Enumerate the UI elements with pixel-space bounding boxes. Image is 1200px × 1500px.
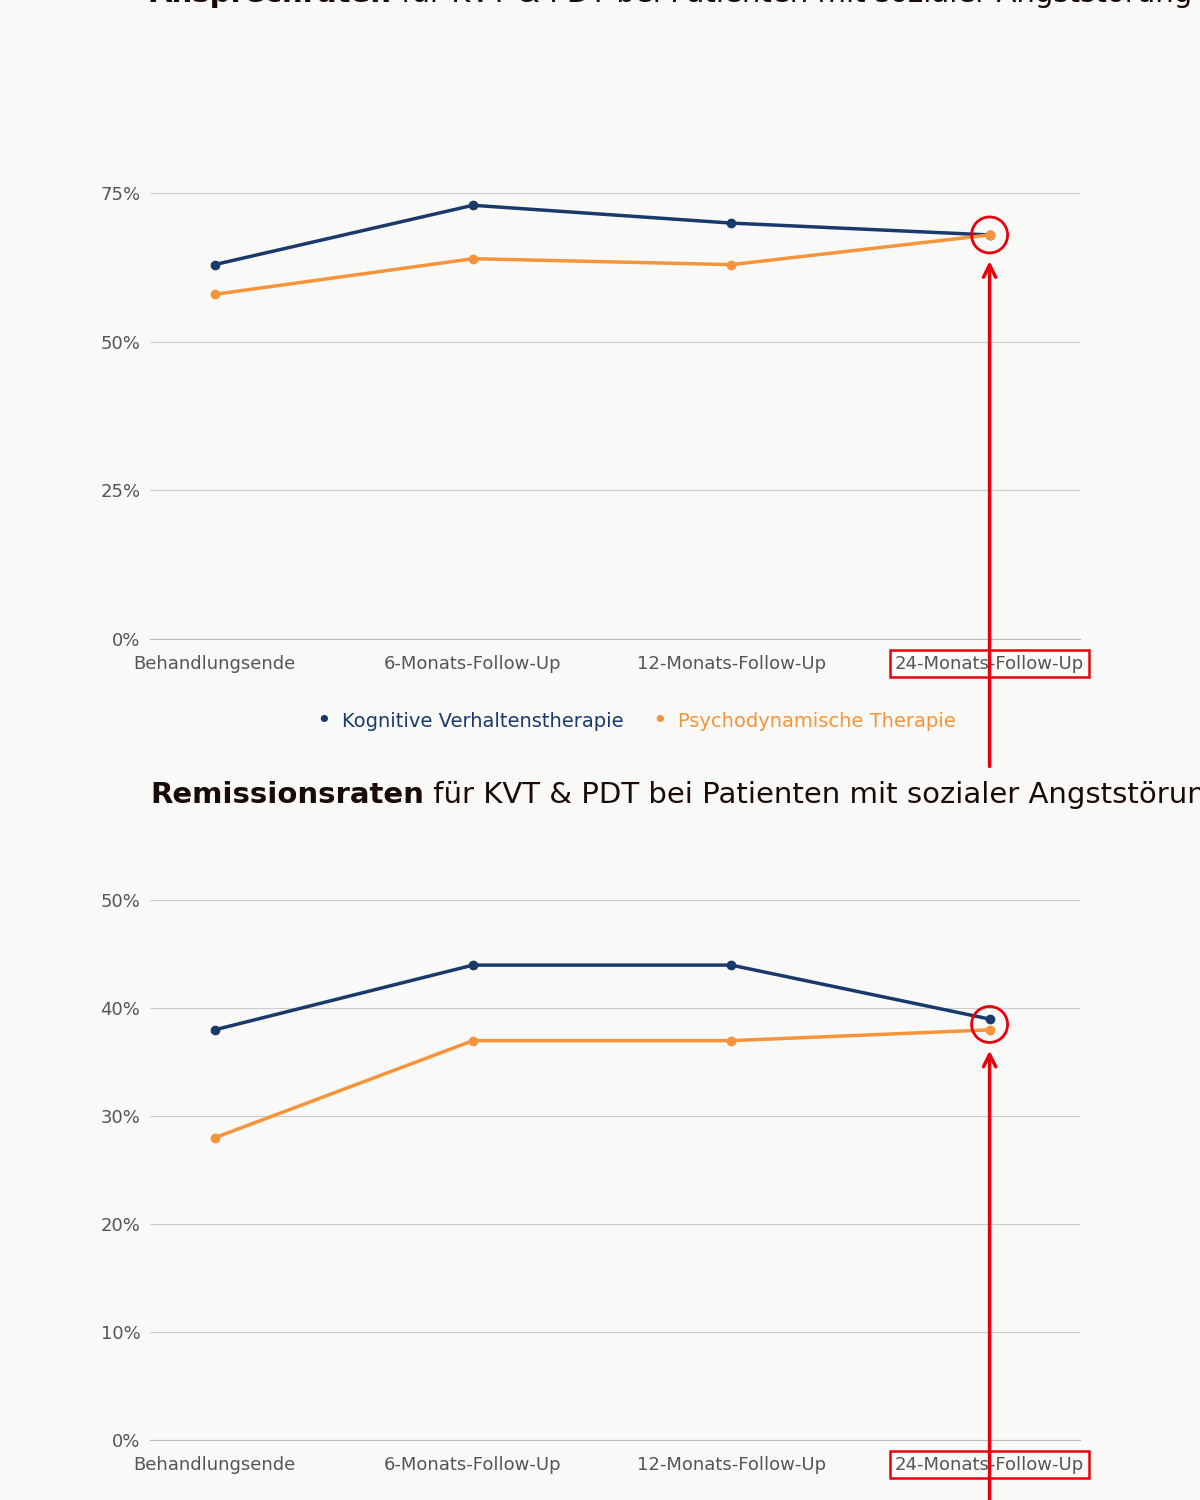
Text: für KVT & PDT bei Patienten mit sozialer Angststörung: für KVT & PDT bei Patienten mit sozialer… [392, 0, 1193, 8]
Text: •: • [317, 710, 331, 734]
Text: für KVT & PDT bei Patienten mit sozialer Angststörung: für KVT & PDT bei Patienten mit sozialer… [424, 782, 1200, 808]
Text: Kognitive Verhaltenstherapie: Kognitive Verhaltenstherapie [342, 711, 624, 730]
Text: Psychodynamische Therapie: Psychodynamische Therapie [678, 711, 955, 730]
Text: •: • [653, 710, 667, 734]
Text: Ansprechraten: Ansprechraten [150, 0, 392, 8]
Text: Remissionsraten: Remissionsraten [150, 782, 424, 808]
